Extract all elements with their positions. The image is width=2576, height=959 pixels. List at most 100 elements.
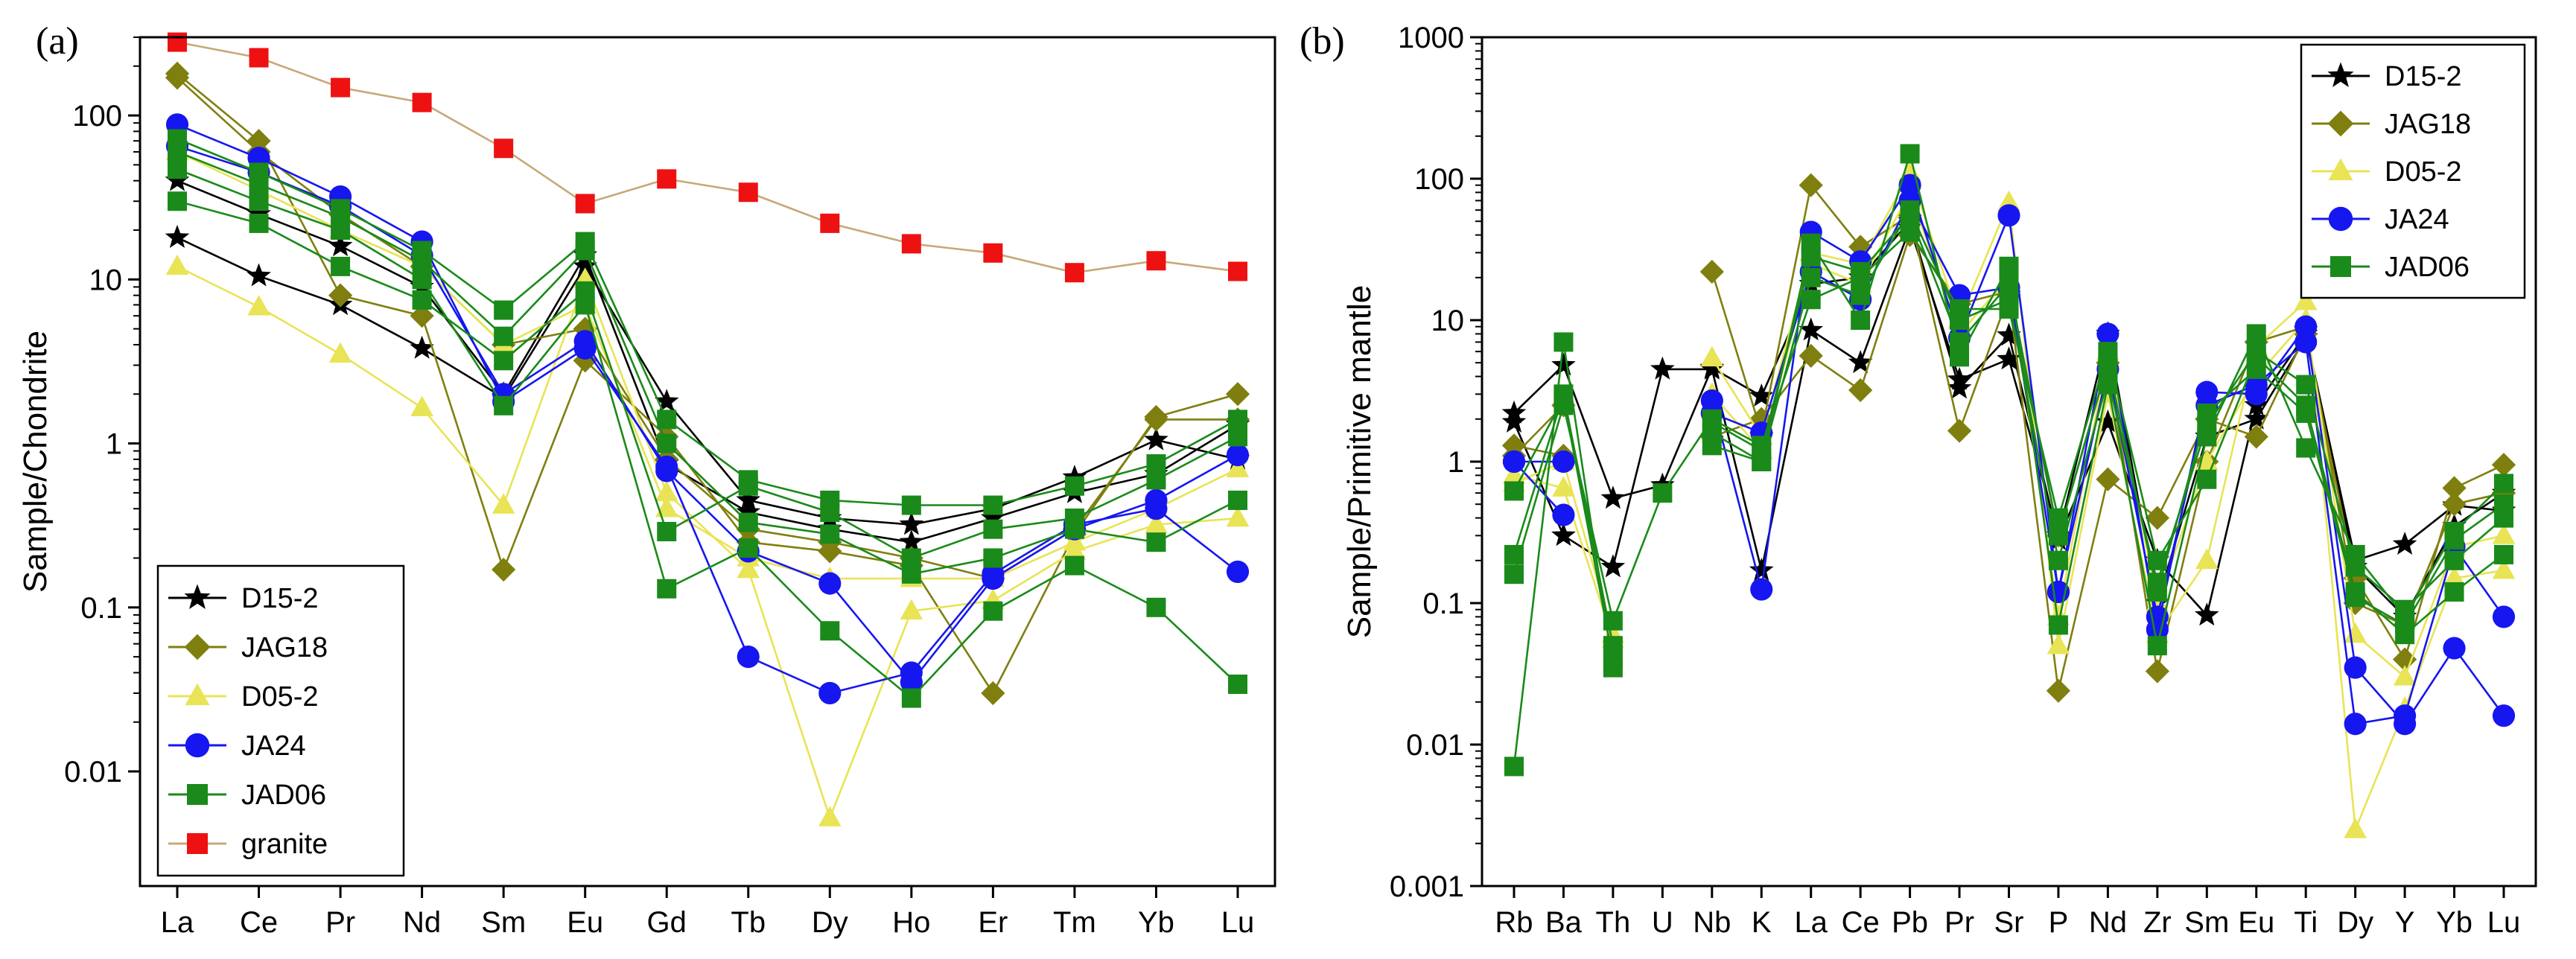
marker-jad06 [1504, 544, 1524, 564]
y-tick-label: 100 [1414, 163, 1464, 196]
marker-d05-2 [2492, 558, 2516, 579]
marker-d05-2 [247, 295, 270, 316]
marker-d15-2 [1144, 427, 1168, 450]
marker-jad06 [1064, 476, 1084, 496]
marker-jag18 [2491, 453, 2516, 477]
marker-jad06 [2444, 550, 2464, 570]
y-tick-label: 100 [72, 100, 122, 133]
marker-d05-2 [2393, 665, 2417, 686]
marker-jad06 [2494, 494, 2513, 514]
marker-jad06 [1064, 555, 1084, 576]
y-tick-label: 0.1 [1422, 587, 1464, 620]
marker-granite [168, 32, 187, 52]
marker-granite [187, 833, 208, 854]
x-tick-label-pr: Pr [1944, 906, 1974, 939]
legend-label: JAD06 [2385, 252, 2470, 283]
marker-ja24 [655, 459, 678, 482]
marker-jad06 [983, 601, 1003, 621]
marker-d15-2 [1947, 366, 1972, 390]
series-d05-2 [165, 254, 1250, 826]
legend-item-ja24: JA24 [168, 730, 306, 762]
x-tick-label-sm: Sm [481, 906, 526, 939]
marker-jag18 [981, 681, 1005, 706]
series-line-jad06 [176, 138, 1238, 506]
marker-d05-2 [1552, 476, 1575, 497]
marker-d05-2 [165, 254, 189, 275]
y-tick-label: 0.01 [64, 756, 122, 788]
legend-label: JAD06 [241, 780, 326, 811]
legend-item-jad06: JAD06 [168, 780, 326, 811]
series-group [1501, 144, 2516, 838]
legend-label: D05-2 [2385, 156, 2462, 188]
series-line-jad06 [176, 200, 1238, 559]
marker-granite [657, 169, 677, 189]
marker-d15-2 [736, 487, 761, 511]
marker-jad06 [1228, 675, 1247, 695]
marker-d15-2 [654, 389, 679, 412]
x-tick-label-nd: Nd [403, 906, 441, 939]
legend-item-granite: granite [168, 829, 328, 860]
marker-jad06 [575, 240, 595, 261]
marker-d05-2 [2344, 818, 2367, 838]
marker-d15-2 [899, 529, 924, 553]
marker-jad06 [1228, 410, 1247, 430]
x-tick-label-pr: Pr [325, 906, 355, 939]
marker-jad06 [2296, 375, 2316, 395]
panel-a-rare-earth-chart: (a) 0.01 0.1 1 10 100 La Ce Pr Nd Sm Eu Gd Tb Dy Ho Er Tm… [17, 20, 1276, 939]
marker-d05-2 [818, 806, 842, 826]
marker-jag18 [165, 66, 190, 90]
marker-granite [820, 213, 840, 233]
marker-jad06 [2147, 582, 2167, 602]
marker-jad06 [1504, 564, 1524, 584]
marker-jad06 [2246, 359, 2266, 379]
marker-jag18 [2096, 467, 2120, 491]
marker-jad06 [494, 326, 514, 346]
marker-jad06 [2246, 342, 2266, 362]
y-tick-label: 0.001 [1390, 870, 1464, 903]
x-tick-label-ce: Ce [240, 906, 278, 939]
marker-jad06 [820, 524, 840, 544]
marker-jad06 [575, 281, 595, 301]
marker-jad06 [738, 538, 758, 558]
marker-jad06 [2048, 550, 2068, 570]
marker-d15-2 [2327, 62, 2354, 87]
marker-ja24 [2443, 637, 2466, 660]
marker-jag18 [1225, 382, 1250, 407]
marker-d15-2 [1551, 352, 1576, 376]
marker-jag18 [2145, 659, 2169, 684]
marker-jad06 [249, 191, 269, 211]
marker-jad06 [1900, 206, 1920, 226]
marker-jad06 [2345, 587, 2365, 608]
marker-jag18 [410, 304, 434, 328]
legend-label: D05-2 [241, 681, 319, 713]
marker-jag18 [1699, 259, 1724, 284]
y-tick-label: 1000 [1398, 22, 1464, 54]
marker-jad06 [983, 548, 1003, 568]
marker-ja24 [2394, 704, 2417, 727]
marker-jad06 [168, 191, 187, 211]
marker-jad06 [738, 476, 758, 496]
marker-jad06 [168, 141, 187, 162]
marker-ja24 [737, 646, 760, 669]
marker-jad06 [2098, 353, 2118, 373]
marker-jag18 [2442, 492, 2467, 517]
marker-jad06 [1504, 481, 1524, 501]
marker-d15-2 [1551, 523, 1576, 547]
marker-ja24 [818, 572, 842, 595]
marker-d15-2 [247, 263, 271, 287]
series-line-jad06 [176, 168, 1238, 700]
marker-d05-2 [2344, 622, 2367, 643]
marker-jag18 [2046, 678, 2071, 703]
marker-d05-2 [1145, 512, 1168, 533]
marker-jad06 [2048, 615, 2068, 635]
y-axis: 0.001 0.01 0.1 1 10 100 1000 [1390, 22, 1482, 903]
x-tick-label-dy: Dy [2337, 906, 2373, 939]
marker-jag18 [184, 634, 211, 660]
x-tick-label-pb: Pb [1892, 906, 1928, 939]
x-tick-label-ti: Ti [2294, 906, 2318, 939]
marker-jad06 [2494, 474, 2513, 494]
marker-jad06 [331, 207, 351, 227]
marker-jad06 [1999, 274, 2019, 294]
x-tick-label-sm: Sm [2184, 906, 2229, 939]
